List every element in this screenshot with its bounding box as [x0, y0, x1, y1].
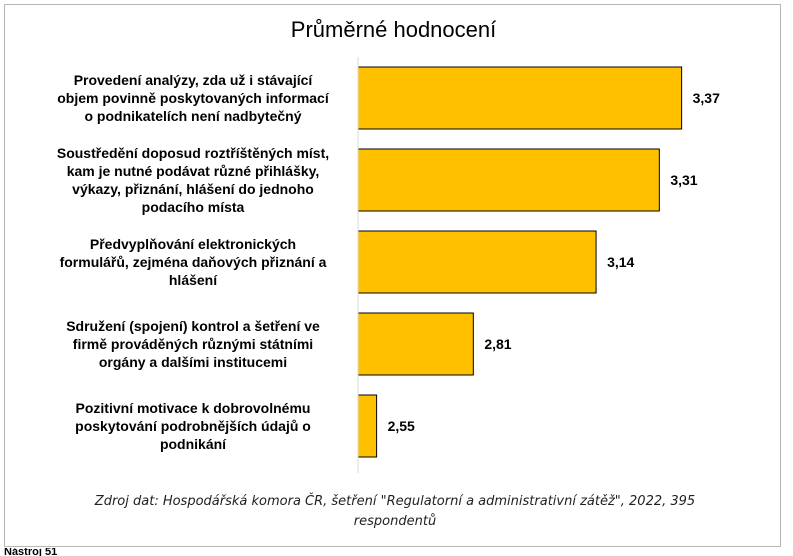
category-label-3-line-1: Předvyplňování elektronických: [90, 236, 296, 252]
category-label-5: Pozitivní motivace k dobrovolnému poskyto…: [75, 400, 311, 452]
category-label-4-line-3: orgány a dalšími institucemi: [99, 354, 287, 370]
category-label-2-line-3: výkazy, přiznání, hlášení do jednoho: [72, 181, 314, 197]
value-label-1: 3,37: [693, 90, 720, 106]
source-line-2: respondentů: [353, 514, 437, 529]
footer-caption: Nástroj 51: [4, 548, 58, 556]
bar-chart: 3,37 Provedení analýzy, zda už i stávajíc…: [57, 57, 720, 473]
value-label-5: 2,55: [388, 418, 415, 434]
bar-4: [357, 312, 474, 376]
category-label-2-line-4: podacího místa: [142, 199, 245, 215]
value-label-4: 2,81: [484, 336, 511, 352]
category-label-1-line-1: Provedení analýzy, zda už i stávající: [74, 72, 314, 88]
source-line-1: Zdroj dat: Hospodářská komora ČR, šetřen…: [94, 494, 696, 509]
category-label-1-line-2: objem povinně poskytovaných informací: [57, 90, 330, 106]
category-label-2: Soustředění doposud roztříštěných míst, k…: [57, 145, 329, 215]
bar-3: [357, 230, 597, 294]
category-label-2-line-1: Soustředění doposud roztříštěných míst,: [57, 145, 329, 161]
bar-5: [357, 394, 378, 458]
chart-title: Průměrné hodnocení: [290, 17, 497, 42]
chart-frame: Průměrné hodnocení 3,37 Provedení analýzy…: [4, 4, 781, 547]
source-note: Zdroj dat: Hospodářská komora ČR, šetřen…: [45, 492, 745, 532]
bar-2: [357, 148, 660, 212]
category-label-5-line-1: Pozitivní motivace k dobrovolnému: [76, 400, 311, 416]
category-label-5-line-3: podnikání: [160, 436, 227, 452]
bar-1: [357, 66, 683, 130]
category-label-1: Provedení analýzy, zda už i stávající obj…: [57, 72, 330, 124]
category-label-3-line-3: hlášení: [169, 272, 218, 288]
category-label-2-line-2: kam je nutné podávat různé přihlášky,: [67, 163, 320, 179]
category-label-4: Sdružení (spojení) kontrol a šetření ve f…: [66, 318, 320, 370]
category-label-1-line-3: o podnikatelích není nadbytečný: [84, 108, 301, 124]
category-label-3: Předvyplňování elektronických formulářů, …: [60, 236, 327, 288]
value-label-3: 3,14: [607, 254, 634, 270]
category-label-3-line-2: formulářů, zejména daňových přiznání a: [60, 254, 327, 270]
value-label-2: 3,31: [670, 172, 697, 188]
category-label-4-line-2: firmě prováděných různými státními: [73, 336, 313, 352]
category-label-4-line-1: Sdružení (spojení) kontrol a šetření ve: [66, 318, 320, 334]
category-label-5-line-2: poskytování podrobnějších údajů o: [75, 418, 311, 434]
